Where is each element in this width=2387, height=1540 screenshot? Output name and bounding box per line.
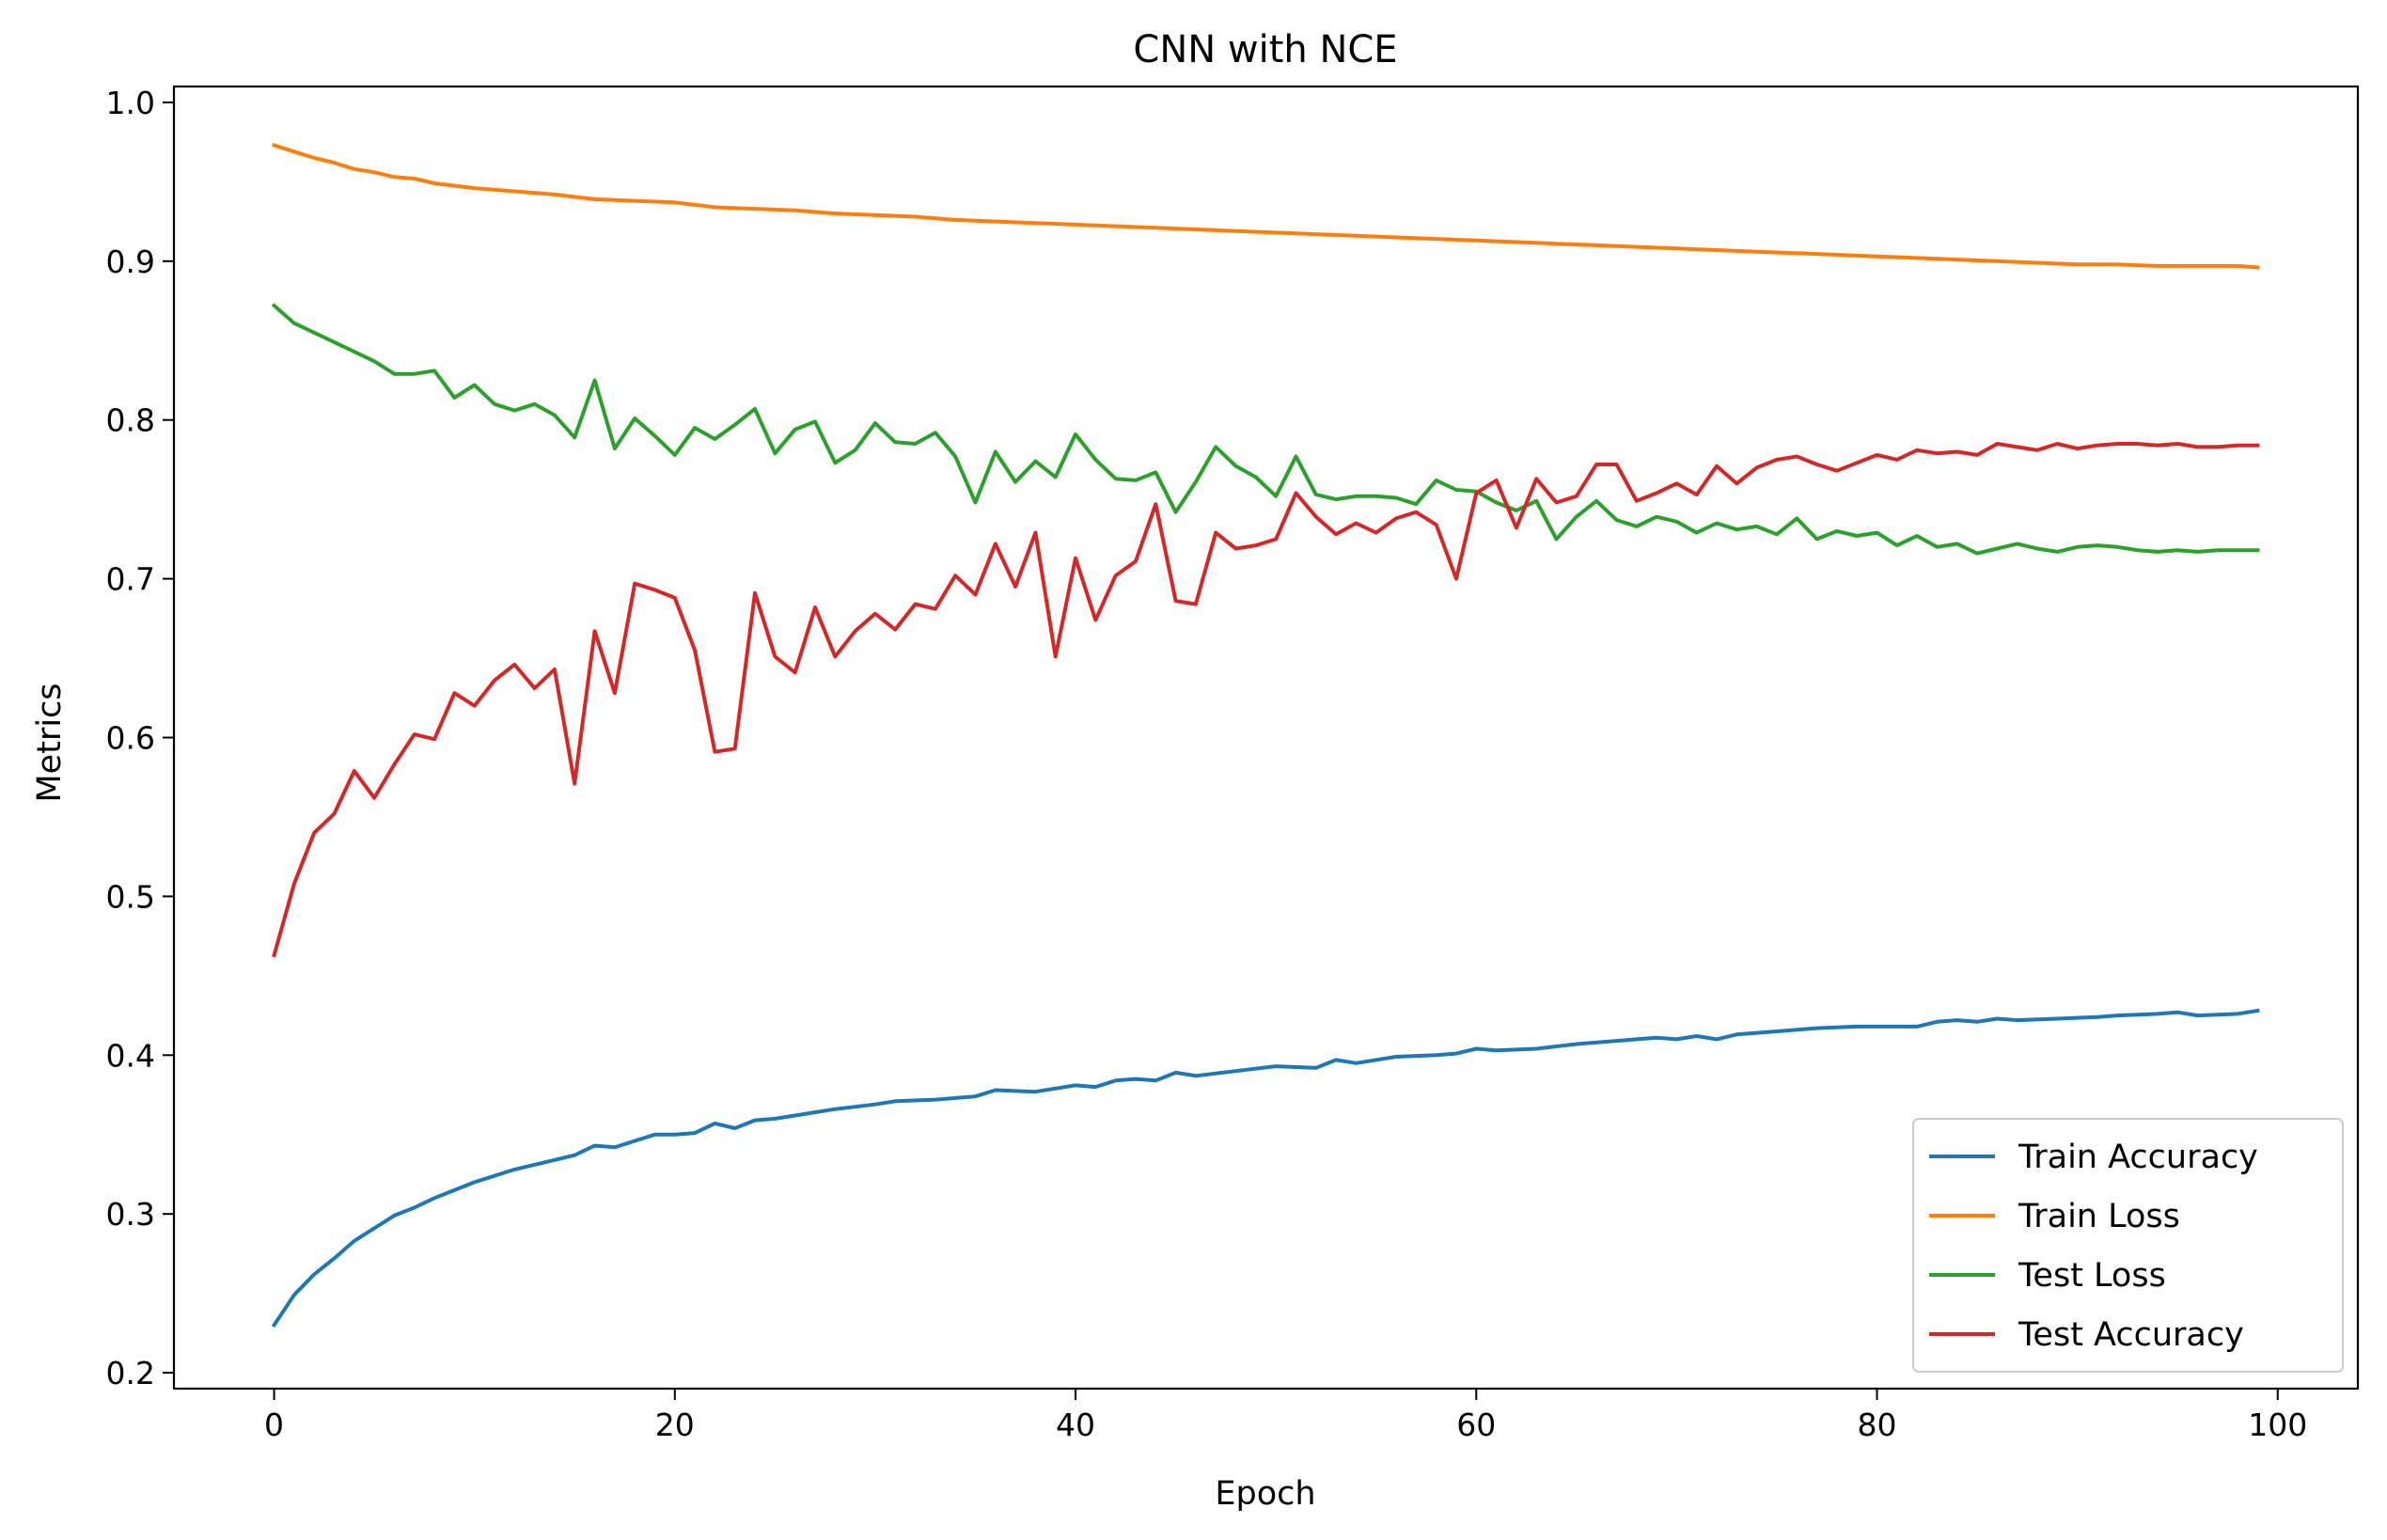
series-line-test-loss [271, 303, 2260, 556]
x-axis-label: Epoch [1215, 1475, 1315, 1513]
y-tick-label: 0.9 [106, 244, 155, 280]
x-tick-label: 20 [655, 1406, 695, 1443]
series-line-train-accuracy [271, 1008, 2260, 1328]
y-tick-label: 0.7 [106, 561, 155, 598]
legend-label: Test Accuracy [2018, 1316, 2244, 1354]
legend: Train Accuracy Train Loss Test Loss Test Ac… [1912, 1118, 2344, 1373]
x-tick-label: 40 [1056, 1406, 1095, 1443]
x-tick-label: 100 [2248, 1406, 2307, 1443]
legend-label: Test Loss [2018, 1257, 2166, 1295]
series-layer [271, 142, 2260, 1328]
y-tick-label: 0.5 [106, 878, 155, 915]
y-tick-label: 0.4 [106, 1037, 155, 1074]
y-tick-label: 0.8 [106, 402, 155, 439]
x-tick-label: 60 [1456, 1406, 1496, 1443]
series-line-train-loss [272, 142, 2260, 270]
y-tick-label: 0.2 [106, 1355, 155, 1391]
x-axis: 0 20 40 60 80 100 [264, 1389, 2307, 1443]
legend-box [1912, 1118, 2344, 1373]
y-tick-label: 1.0 [106, 85, 155, 121]
legend-label: Train Accuracy [2018, 1139, 2258, 1176]
legend-label: Train Loss [2018, 1198, 2180, 1235]
series-line-test-accuracy [272, 442, 2260, 958]
y-tick-label: 0.6 [106, 720, 155, 757]
y-tick-label: 0.3 [106, 1196, 155, 1233]
y-axis: 0.2 0.3 0.4 0.5 0.6 0.7 0.8 0.9 1.0 [106, 85, 174, 1391]
x-tick-label: 80 [1858, 1406, 1897, 1443]
chart-title: CNN with NCE [1133, 28, 1397, 71]
x-tick-label: 0 [264, 1406, 284, 1443]
y-axis-label: Metrics [31, 683, 69, 802]
